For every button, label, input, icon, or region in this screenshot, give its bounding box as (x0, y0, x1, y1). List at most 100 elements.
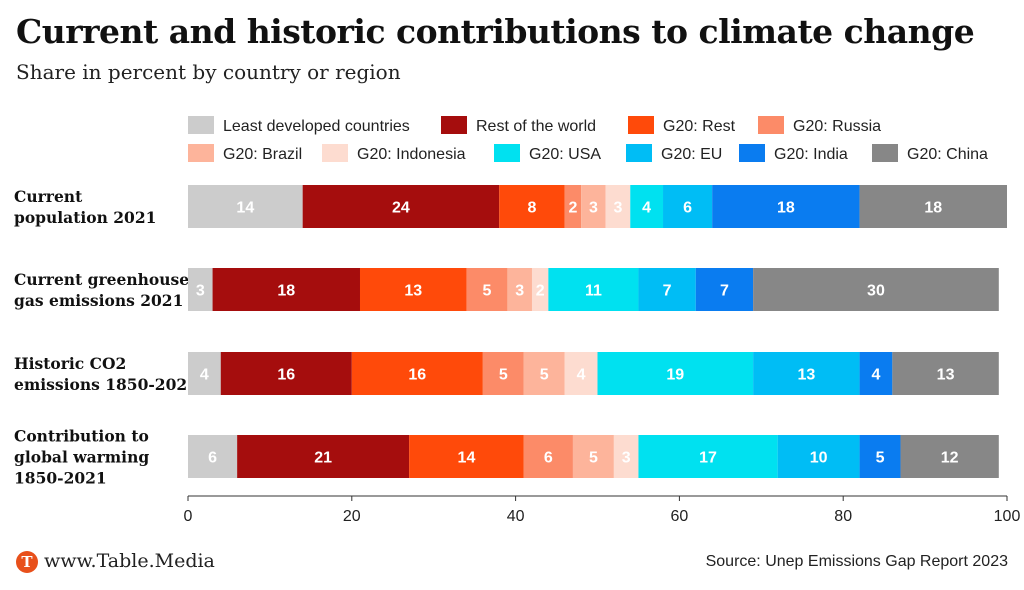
chart-subtitle: Share in percent by country or region (16, 60, 401, 84)
legend-swatch-2 (628, 116, 654, 134)
bar-value-label-0-6: 4 (642, 200, 651, 217)
legend-label-7: G20: EU (661, 146, 722, 163)
bar-value-label-2-9: 13 (937, 367, 955, 384)
bar-value-label-0-9: 18 (924, 200, 942, 217)
bar-segment-1-0 (188, 268, 213, 311)
bar-segment-2-1 (220, 352, 352, 395)
legend-label-8: G20: India (774, 146, 848, 163)
x-tick-label-5: 100 (994, 508, 1021, 525)
bar-value-label-0-5: 3 (614, 200, 623, 217)
bar-value-label-3-1: 21 (314, 450, 332, 467)
bar-value-label-3-2: 14 (458, 450, 476, 467)
legend-label-4: G20: Brazil (223, 146, 302, 163)
legend-label-3: G20: Russia (793, 118, 881, 135)
legend-swatch-1 (441, 116, 467, 134)
bar-segment-1-7 (638, 268, 696, 311)
bar-segment-2-4 (523, 352, 565, 395)
bar-value-label-1-2: 13 (404, 283, 422, 300)
bar-segment-1-5 (531, 268, 549, 311)
bar-value-label-2-0: 4 (200, 367, 209, 384)
bar-segment-2-8 (859, 352, 893, 395)
bar-segment-3-7 (777, 435, 860, 478)
bar-segment-2-2 (351, 352, 483, 395)
bar-value-label-0-0: 14 (236, 200, 254, 217)
legend-label-1: Rest of the world (476, 118, 596, 135)
bar-segment-0-3 (564, 185, 582, 228)
bar-value-label-0-4: 3 (589, 200, 598, 217)
bar-value-label-0-8: 18 (777, 200, 795, 217)
bar-segment-3-5 (613, 435, 639, 478)
bar-segment-2-3 (482, 352, 524, 395)
bar-segment-0-7 (663, 185, 713, 228)
bar-segment-3-4 (572, 435, 614, 478)
category-label-0-0: Current (14, 187, 83, 206)
bar-segment-1-3 (466, 268, 508, 311)
footer-source: Source: Unep Emissions Gap Report 2023 (705, 553, 1008, 570)
bar-segment-1-9 (753, 268, 999, 311)
bar-value-label-3-8: 5 (876, 450, 885, 467)
bar-value-label-3-0: 6 (208, 450, 217, 467)
bar-segment-0-4 (581, 185, 606, 228)
bar-value-label-3-9: 12 (941, 450, 959, 467)
legend-swatch-3 (758, 116, 784, 134)
bar-value-label-1-9: 30 (867, 283, 885, 300)
bar-segment-2-6 (597, 352, 754, 395)
bar-segment-3-1 (237, 435, 410, 478)
legend-swatch-4 (188, 144, 214, 162)
bar-segment-0-8 (712, 185, 860, 228)
bar-segment-0-2 (499, 185, 565, 228)
legend-swatch-7 (626, 144, 652, 162)
bar-value-label-2-1: 16 (277, 367, 295, 384)
bar-segment-3-8 (859, 435, 901, 478)
bar-value-label-1-8: 7 (720, 283, 729, 300)
category-label-3-1: global warming (14, 448, 149, 467)
bar-value-label-0-1: 24 (392, 200, 410, 217)
legend-swatch-5 (322, 144, 348, 162)
bar-value-label-3-5: 3 (622, 450, 631, 467)
bar-value-label-1-1: 18 (277, 283, 295, 300)
bar-segment-1-2 (359, 268, 467, 311)
bar-value-label-2-5: 4 (577, 367, 586, 384)
bar-value-label-2-4: 5 (540, 367, 549, 384)
bar-value-label-2-8: 4 (872, 367, 881, 384)
chart-title: Current and historic contributions to cl… (16, 12, 975, 51)
category-label-1-1: gas emissions 2021 (14, 291, 183, 310)
bar-value-label-1-3: 5 (482, 283, 491, 300)
bar-value-label-1-4: 3 (515, 283, 524, 300)
bar-segment-0-0 (188, 185, 303, 228)
category-label-1-0: Current greenhouse (14, 270, 189, 289)
legend-label-5: G20: Indonesia (357, 146, 466, 163)
legend-swatch-0 (188, 116, 214, 134)
bar-value-label-2-3: 5 (499, 367, 508, 384)
bar-segment-0-6 (630, 185, 664, 228)
x-tick-label-1: 20 (343, 508, 361, 525)
bar-segment-0-9 (859, 185, 1007, 228)
bar-value-label-1-5: 2 (536, 283, 545, 300)
bar-value-label-3-4: 5 (589, 450, 598, 467)
bar-segment-3-6 (638, 435, 778, 478)
legend-label-0: Least developed countries (223, 118, 410, 135)
bar-value-label-1-7: 7 (663, 283, 672, 300)
category-label-3-2: 1850-2021 (14, 469, 107, 488)
bar-segment-3-0 (188, 435, 238, 478)
bar-segment-3-2 (409, 435, 524, 478)
category-label-3-0: Contribution to (14, 427, 149, 446)
category-label-2-0: Historic CO2 (14, 354, 126, 373)
bar-segment-2-0 (188, 352, 221, 395)
bar-value-label-1-0: 3 (196, 283, 205, 300)
bar-value-label-0-2: 8 (528, 200, 537, 217)
footer-site-link[interactable]: www.Table.Media (44, 550, 215, 572)
bar-segment-3-9 (900, 435, 999, 478)
bar-value-label-3-3: 6 (544, 450, 553, 467)
bar-segment-0-5 (605, 185, 631, 228)
legend-label-6: G20: USA (529, 146, 601, 163)
bar-value-label-0-3: 2 (568, 200, 577, 217)
category-label-0-1: population 2021 (14, 208, 156, 227)
table-media-logo-icon: T (16, 551, 38, 573)
x-tick-label-2: 40 (507, 508, 525, 525)
legend-label-2: G20: Rest (663, 118, 736, 135)
bar-segment-2-5 (564, 352, 598, 395)
bar-segment-1-6 (548, 268, 639, 311)
bar-value-label-2-6: 19 (666, 367, 684, 384)
